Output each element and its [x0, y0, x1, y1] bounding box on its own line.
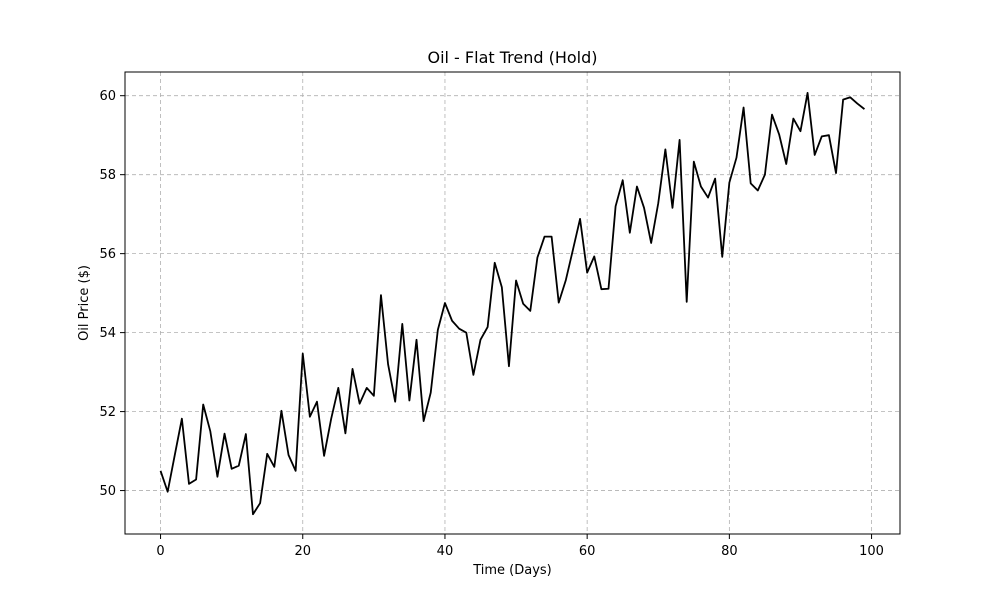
- tick-layer: 0 20 40 60 80 100 50 52 54 56 58 60: [99, 89, 884, 559]
- y-tick-label: 50: [99, 484, 116, 499]
- plot-frame: [124, 71, 901, 535]
- x-tick-label: 80: [721, 544, 738, 559]
- y-tick-label: 58: [99, 168, 116, 183]
- x-tick-label: 20: [294, 544, 311, 559]
- series-line-oil-price: [159, 92, 866, 516]
- x-tick-label: 100: [859, 544, 884, 559]
- series-layer: [159, 92, 866, 516]
- chart-title: Oil - Flat Trend (Hold): [427, 48, 597, 67]
- y-tick-label: 60: [99, 89, 116, 104]
- x-axis-label: Time (Days): [472, 563, 552, 578]
- grid-layer: [125, 72, 900, 534]
- x-tick-label: 40: [437, 544, 454, 559]
- x-tick-label: 60: [579, 544, 596, 559]
- y-axis-label: Oil Price ($): [77, 265, 92, 341]
- x-tick-label: 0: [156, 544, 164, 559]
- y-tick-label: 54: [99, 326, 116, 341]
- y-tick-label: 52: [99, 405, 116, 420]
- y-tick-label: 56: [99, 247, 116, 262]
